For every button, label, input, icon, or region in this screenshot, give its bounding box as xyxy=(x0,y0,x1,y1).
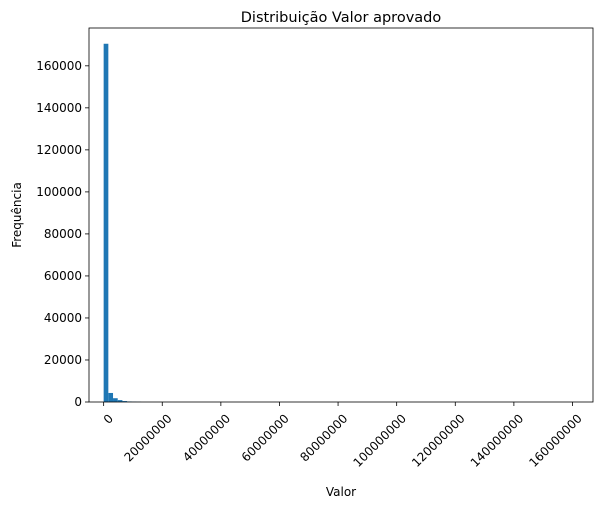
histogram-bar xyxy=(103,43,109,403)
y-tick-label: 20000 xyxy=(44,353,82,367)
y-tick-label: 40000 xyxy=(44,311,82,325)
x-tick-label: 160000000 xyxy=(526,411,584,469)
chart-title: Distribuição Valor aprovado xyxy=(241,10,442,26)
y-tick-label: 120000 xyxy=(36,143,82,157)
x-tick-label: 40000000 xyxy=(180,411,233,464)
histogram-bar xyxy=(117,400,123,402)
histogram-bar xyxy=(108,392,114,402)
y-tick-label: 100000 xyxy=(36,185,82,199)
y-axis: 0 20000 40000 60000 80000 100000 120000 140000 1… xyxy=(36,59,89,409)
x-tick-label: 60000000 xyxy=(239,411,292,464)
y-axis-title: Frequência xyxy=(10,182,24,248)
plot-frame xyxy=(88,27,594,403)
x-tick-label: 20000000 xyxy=(122,411,175,464)
y-tick-label: 60000 xyxy=(44,269,82,283)
x-tick-label: 80000000 xyxy=(297,411,350,464)
histogram-bar xyxy=(113,398,118,402)
x-tick-label: 140000000 xyxy=(468,411,526,469)
y-tick-label: 80000 xyxy=(44,227,82,241)
y-tick-label: 0 xyxy=(74,395,82,409)
x-axis-title: Valor xyxy=(326,485,356,499)
y-tick-label: 160000 xyxy=(36,59,82,73)
y-tick-label: 140000 xyxy=(36,101,82,115)
x-tick-label: 120000000 xyxy=(409,411,467,469)
histogram-bar xyxy=(122,401,128,402)
bars-group xyxy=(103,43,142,403)
x-tick-label: 100000000 xyxy=(351,411,409,469)
x-axis: 0 20000000 40000000 60000000 80000000 1000000… xyxy=(101,402,585,470)
x-tick-label: 0 xyxy=(101,411,116,426)
